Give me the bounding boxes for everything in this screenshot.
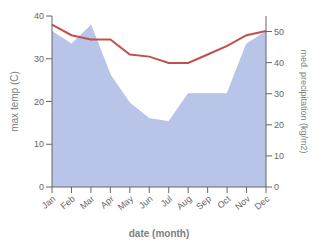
svg-text:50: 50 <box>274 27 284 37</box>
svg-text:May: May <box>116 193 136 212</box>
svg-text:20: 20 <box>34 97 44 107</box>
svg-text:40: 40 <box>34 11 44 21</box>
svg-text:Dec: Dec <box>253 193 272 211</box>
svg-text:Nov: Nov <box>233 193 252 211</box>
svg-text:0: 0 <box>39 182 44 192</box>
svg-text:Apr: Apr <box>99 194 116 211</box>
svg-text:date (month): date (month) <box>129 228 190 239</box>
svg-text:Jan: Jan <box>40 194 58 211</box>
svg-text:Aug: Aug <box>175 194 194 212</box>
svg-text:0: 0 <box>274 182 279 192</box>
svg-text:Feb: Feb <box>59 194 77 212</box>
svg-text:10: 10 <box>34 139 44 149</box>
svg-text:30: 30 <box>34 54 44 64</box>
svg-text:Jul: Jul <box>159 194 174 209</box>
svg-text:20: 20 <box>274 120 284 130</box>
svg-text:med. precipitation (kg/m2): med. precipitation (kg/m2) <box>299 49 309 153</box>
svg-text:Oct: Oct <box>215 193 233 210</box>
svg-text:40: 40 <box>274 58 284 68</box>
svg-text:10: 10 <box>274 151 284 161</box>
svg-text:Sep: Sep <box>194 194 213 212</box>
svg-text:30: 30 <box>274 89 284 99</box>
svg-text:Mar: Mar <box>78 194 96 212</box>
svg-text:max temp (C): max temp (C) <box>9 71 20 132</box>
svg-text:Jun: Jun <box>137 194 155 211</box>
